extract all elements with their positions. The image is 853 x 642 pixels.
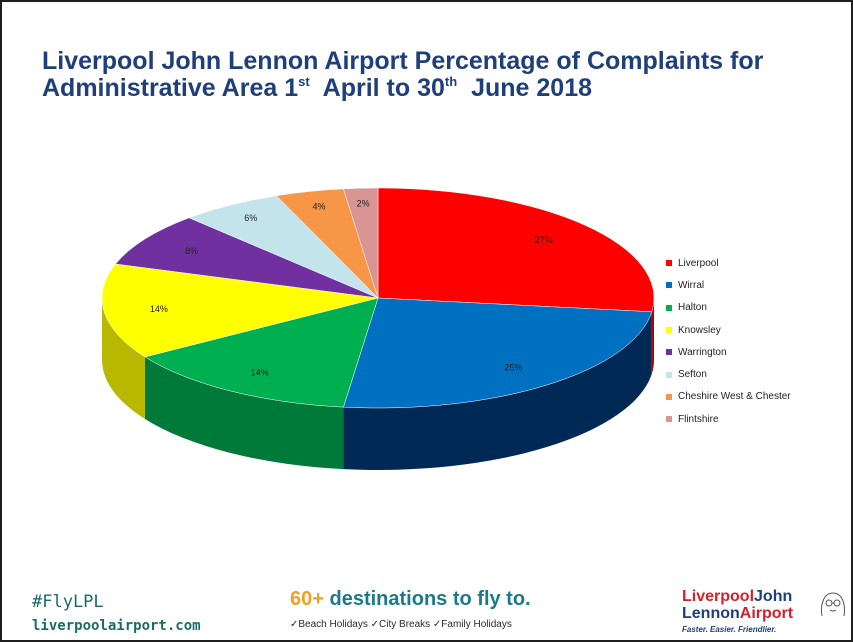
legend-item-cheshire-west-chester: Cheshire West & Chester (666, 386, 791, 408)
airport-logo: LiverpoolJohn LennonAirport Faster. Easi… (682, 588, 794, 634)
pie-slice-wirral (343, 297, 653, 409)
hashtag-text: #FlyLPL (32, 592, 104, 612)
legend-item-flintshire: Flintshire (666, 408, 791, 430)
pie-slice-halton (144, 297, 379, 408)
legend-item-halton: Halton (666, 297, 791, 319)
legend-label: Knowsley (678, 324, 721, 336)
logo-tagline: Faster. Easier. Friendlier. (682, 625, 777, 634)
legend-label: Sefton (678, 369, 707, 381)
legend-item-wirral: Wirral (666, 274, 791, 296)
legend-swatch (666, 327, 672, 334)
legend-item-knowsley: Knowsley (666, 319, 791, 341)
data-label-flintshire: 2% (357, 199, 370, 209)
pie-slice-flintshire (343, 187, 379, 299)
holiday-types: ✓Beach Holidays ✓City Breaks ✓Family Hol… (290, 619, 512, 630)
legend-label: Halton (678, 302, 707, 314)
legend-swatch (666, 416, 672, 423)
chart-legend: Liverpool Wirral Halton Knowsley Warrington S… (666, 252, 791, 430)
pie-side-halton (144, 356, 344, 470)
legend-swatch (666, 371, 672, 378)
pie-side-knowsley (102, 298, 145, 419)
data-label-cheshire-west-chester: 4% (312, 201, 325, 211)
website-link[interactable]: liverpoolairport.com (32, 618, 201, 634)
legend-swatch (666, 260, 672, 267)
john-lennon-sketch-icon (821, 592, 845, 617)
legend-swatch (666, 393, 672, 400)
legend-swatch (666, 349, 672, 356)
legend-label: Cheshire West & Chester (678, 391, 791, 403)
legend-label: Liverpool (678, 257, 719, 269)
legend-label: Warrington (678, 346, 727, 358)
data-label-wirral: 25% (504, 363, 522, 373)
data-label-liverpool: 27% (535, 235, 553, 245)
pie-side-liverpool (651, 298, 654, 374)
pie-slice-knowsley (101, 263, 379, 358)
chart-title: Liverpool John Lennon Airport Percentage… (42, 47, 764, 102)
footer-destinations: 60+ destinations to fly to. ✓Beach Holid… (290, 588, 600, 630)
data-label-warrington: 8% (185, 246, 198, 256)
legend-item-sefton: Sefton (666, 363, 791, 385)
legend-item-warrington: Warrington (666, 341, 791, 363)
legend-swatch (666, 282, 672, 289)
legend-item-liverpool: Liverpool (666, 252, 791, 274)
data-label-knowsley: 14% (150, 304, 168, 314)
pie-slice-warrington (115, 217, 379, 299)
data-label-sefton: 6% (244, 213, 257, 223)
pie-side-wirral (343, 311, 652, 470)
footer-left: #FlyLPL liverpoolairport.com (32, 592, 201, 634)
pie-slice-liverpool (377, 187, 655, 313)
legend-swatch (666, 304, 672, 311)
data-label-halton: 14% (251, 367, 269, 377)
legend-label: Flintshire (678, 413, 719, 425)
legend-label: Wirral (678, 279, 705, 291)
destinations-heading: 60+ destinations to fly to. (290, 588, 531, 610)
